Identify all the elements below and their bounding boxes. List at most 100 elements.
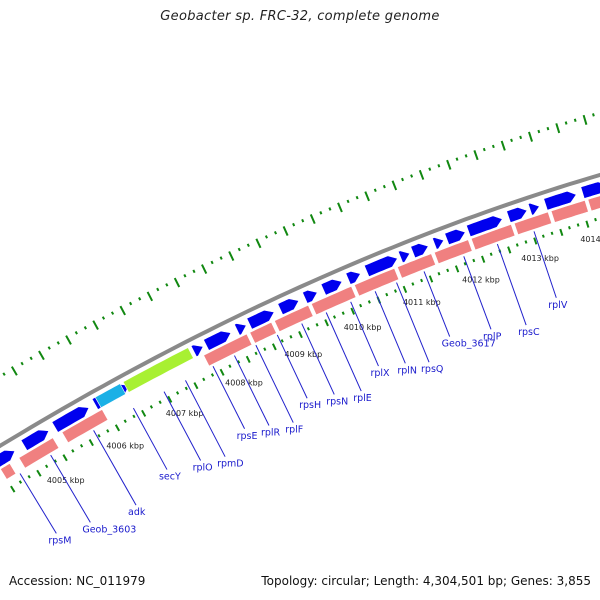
forward-gene (444, 228, 466, 246)
outer-tick (564, 121, 568, 125)
outer-tick (455, 157, 459, 161)
inner-tick (114, 424, 121, 432)
inner-tick (237, 360, 241, 364)
inner-tick (71, 449, 75, 453)
outer-tick (282, 226, 289, 236)
outer-tick (101, 316, 106, 320)
outer-tick (210, 260, 214, 265)
gene-label-rplX: rplX (370, 368, 390, 379)
kbp-tick-label: 4006 kbp (106, 442, 144, 451)
inner-tick (306, 326, 310, 331)
gene-leader-line (163, 391, 202, 461)
outer-tick (2, 372, 6, 376)
forward-gene (246, 309, 275, 330)
kbp-tick-label: 4011 kbp (403, 298, 441, 307)
gene-label-Geob_3603: Geob_3603 (82, 524, 136, 535)
outer-tick (92, 320, 99, 330)
outer-tick (65, 335, 72, 345)
gene-leader-line (93, 430, 137, 506)
forward-gene (580, 181, 600, 199)
reverse-gene (587, 195, 600, 212)
kbp-tick-label: 4010 kbp (344, 323, 382, 332)
reverse-gene (0, 462, 17, 480)
outer-tick (537, 129, 541, 134)
inner-tick (280, 339, 284, 343)
inner-tick (411, 282, 415, 286)
forward-gene (466, 215, 503, 238)
reverse-strand-genes (0, 195, 600, 480)
kbp-tick-label: 4012 kbp (462, 275, 500, 284)
inner-tick (158, 400, 162, 405)
outer-tick (373, 188, 377, 193)
gene-leader-line (325, 312, 362, 392)
outer-tick (10, 366, 18, 376)
inner-tick (289, 335, 293, 339)
inner-tick (524, 240, 528, 244)
forward-gene (320, 278, 343, 296)
forward-gene (345, 270, 361, 285)
gene-label-rplO: rplO (193, 463, 213, 474)
outer-tick (292, 222, 296, 227)
outer-tick (29, 356, 33, 361)
gene-leader-line (255, 344, 294, 423)
outer-tick (74, 331, 78, 335)
inner-tick (254, 351, 258, 356)
outer-tick (47, 346, 51, 350)
accession-label: Accession: NC_011979 (9, 574, 146, 588)
outer-tick (519, 135, 523, 140)
inner-tick (79, 444, 84, 448)
gene-leader-line (374, 291, 406, 364)
inner-tick (149, 405, 154, 409)
forward-gene (543, 190, 577, 211)
gene-label-rpsM: rpsM (48, 535, 71, 546)
forward-gene (363, 255, 398, 277)
gene-leader-line (463, 256, 492, 330)
gene-leader-line (423, 271, 451, 337)
outer-tick (173, 277, 181, 288)
gene-leader-line (533, 231, 557, 298)
reverse-gene (61, 409, 109, 444)
outer-tick (555, 123, 561, 134)
outer-tick (129, 301, 133, 306)
forward-gene (527, 202, 540, 216)
forward-gene (397, 250, 411, 264)
inner-tick (489, 252, 493, 256)
outer-tick (582, 114, 588, 125)
outer-tick (355, 195, 359, 200)
inner-tick (533, 237, 538, 245)
inner-tick (88, 439, 94, 447)
reverse-gene (433, 239, 473, 265)
reverse-gene (354, 267, 400, 297)
inner-tick (45, 464, 49, 469)
gene-leader-line (19, 473, 57, 534)
outer-tick (500, 140, 506, 151)
kbp-tick-label: 4014 kbp (580, 235, 600, 244)
gene-leader-line (233, 355, 270, 426)
forward-gene (302, 289, 318, 304)
inner-tick (507, 246, 512, 254)
outer-tick (119, 305, 126, 316)
reverse-gene (203, 333, 253, 367)
outer-tick (428, 167, 432, 171)
inner-tick (193, 382, 199, 390)
inner-tick (271, 343, 277, 351)
gene-label-rplV: rplV (548, 300, 568, 311)
kbp-tick-label: 4008 kbp (225, 378, 263, 387)
inner-tick (62, 454, 68, 462)
outer-tick (246, 243, 250, 248)
inner-tick (141, 409, 147, 417)
outer-tick (364, 191, 370, 202)
reverse-gene (513, 211, 553, 236)
inner-tick (10, 485, 16, 493)
forward-gene (410, 243, 429, 259)
outer-tick (482, 147, 486, 152)
secY-gene (122, 347, 194, 393)
kbp-tick-label: 4013 kbp (521, 254, 559, 263)
outer-tick (546, 126, 550, 131)
inner-tick (550, 231, 554, 236)
reverse-gene (274, 304, 314, 333)
gene-label-rpmD: rpmD (217, 459, 244, 470)
reverse-gene (310, 285, 357, 316)
forward-gene (277, 298, 300, 316)
outer-tick (38, 350, 45, 361)
